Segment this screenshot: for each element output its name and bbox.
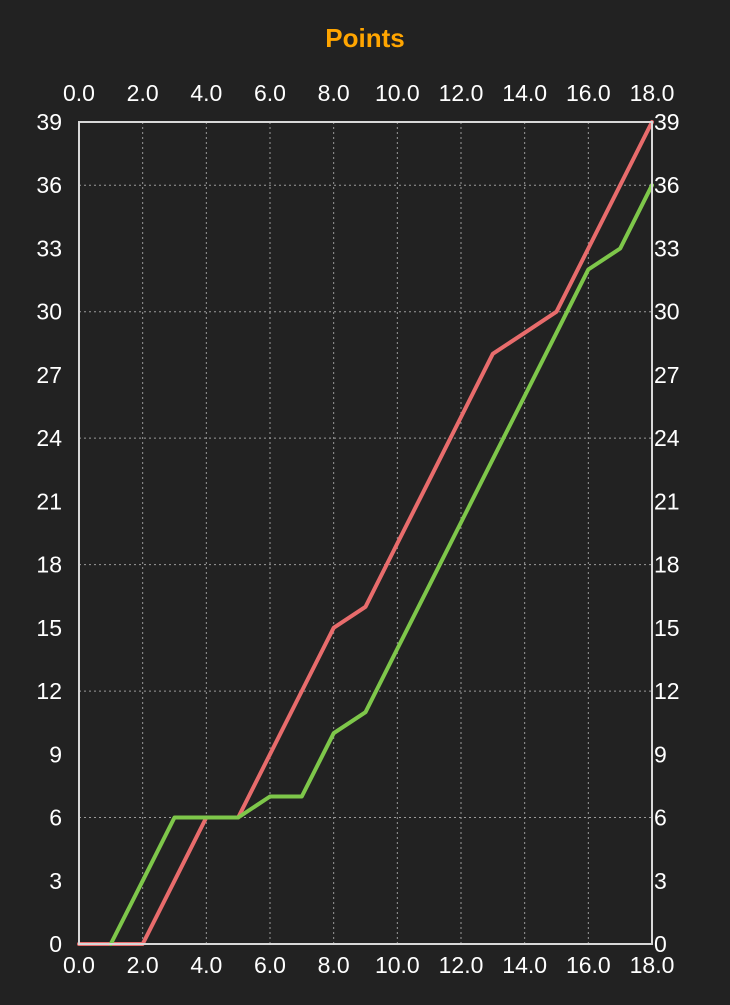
y-tick-label-left: 30 <box>36 299 62 325</box>
y-tick-label-left: 3 <box>49 868 62 894</box>
x-axis-top-labels: 0.0 2.0 4.0 6.0 8.0 10.0 12.0 14.0 16.0 18.0 <box>63 80 674 106</box>
y-tick-label-right: 24 <box>654 425 680 451</box>
x-tick-label-top: 18.0 <box>630 80 675 106</box>
grid-lines <box>79 122 652 944</box>
series-line-1 <box>77 120 654 946</box>
y-tick-label-left: 21 <box>36 488 62 514</box>
y-tick-label-right: 21 <box>654 488 680 514</box>
x-tick-label-bottom: 0.0 <box>63 952 95 978</box>
x-tick-label-bottom: 16.0 <box>566 952 611 978</box>
x-tick-label-bottom: 14.0 <box>502 952 547 978</box>
y-tick-label-left: 6 <box>49 805 62 831</box>
plot-frame <box>78 121 653 945</box>
y-tick-label-left: 15 <box>36 615 62 641</box>
x-axis-bottom-labels: 0.0 2.0 4.0 6.0 8.0 10.0 12.0 14.0 16.0 18.0 <box>63 952 674 978</box>
y-tick-label-left: 12 <box>36 678 62 704</box>
y-tick-label-right: 27 <box>654 362 680 388</box>
y-tick-label-right: 36 <box>654 172 680 198</box>
x-tick-label-top: 10.0 <box>375 80 420 106</box>
y-tick-label-right: 15 <box>654 615 680 641</box>
x-tick-label-bottom: 8.0 <box>318 952 350 978</box>
y-tick-label-right: 0 <box>654 931 667 957</box>
y-tick-label-right: 30 <box>654 299 680 325</box>
y-tick-label-right: 33 <box>654 235 680 261</box>
y-tick-label-left: 33 <box>36 235 62 261</box>
y-tick-label-right: 12 <box>654 678 680 704</box>
x-tick-label-top: 4.0 <box>190 80 222 106</box>
series-line-2 <box>108 183 654 946</box>
y-tick-label-right: 9 <box>654 741 667 767</box>
y-tick-label-right: 6 <box>654 805 667 831</box>
y-tick-label-left: 18 <box>36 552 62 578</box>
x-tick-label-top: 2.0 <box>127 80 159 106</box>
y-tick-label-left: 27 <box>36 362 62 388</box>
x-tick-label-bottom: 6.0 <box>254 952 286 978</box>
x-tick-label-top: 6.0 <box>254 80 286 106</box>
y-tick-label-left: 36 <box>36 172 62 198</box>
y-tick-label-right: 18 <box>654 552 680 578</box>
x-tick-label-top: 0.0 <box>63 80 95 106</box>
x-tick-label-bottom: 10.0 <box>375 952 420 978</box>
series-lines <box>77 120 654 946</box>
x-tick-label-bottom: 2.0 <box>127 952 159 978</box>
x-tick-label-bottom: 18.0 <box>630 952 675 978</box>
x-tick-label-bottom: 12.0 <box>439 952 484 978</box>
x-tick-label-top: 8.0 <box>318 80 350 106</box>
x-tick-label-bottom: 4.0 <box>190 952 222 978</box>
chart-title: Points <box>325 23 404 53</box>
y-tick-label-left: 39 <box>36 109 62 135</box>
x-tick-label-top: 12.0 <box>439 80 484 106</box>
y-tick-label-left: 24 <box>36 425 62 451</box>
y-tick-label-left: 9 <box>49 741 62 767</box>
y-tick-label-left: 0 <box>49 931 62 957</box>
y-tick-label-right: 39 <box>654 109 680 135</box>
x-tick-label-top: 16.0 <box>566 80 611 106</box>
y-tick-label-right: 3 <box>654 868 667 894</box>
x-tick-label-top: 14.0 <box>502 80 547 106</box>
